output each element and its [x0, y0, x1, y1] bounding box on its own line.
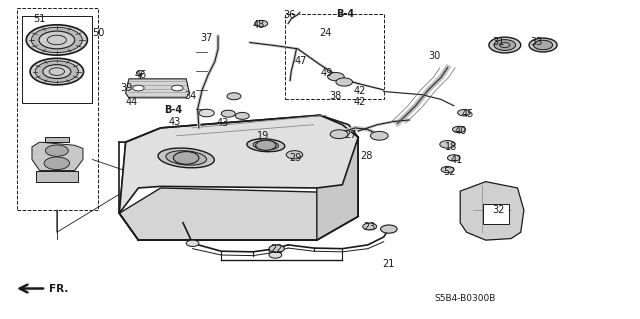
Ellipse shape: [253, 141, 278, 150]
Text: 49: 49: [320, 68, 333, 78]
Text: 31: 31: [492, 38, 504, 48]
Text: 50: 50: [92, 28, 104, 38]
Polygon shape: [119, 142, 125, 213]
Text: B-4: B-4: [164, 106, 182, 115]
Circle shape: [330, 130, 348, 139]
Circle shape: [173, 152, 199, 164]
Text: 21: 21: [382, 259, 394, 269]
Text: 43: 43: [168, 117, 181, 127]
Polygon shape: [119, 115, 358, 213]
Circle shape: [383, 226, 395, 232]
Circle shape: [26, 25, 88, 55]
Text: 51: 51: [33, 14, 46, 24]
Polygon shape: [36, 171, 78, 182]
Polygon shape: [119, 188, 358, 240]
Circle shape: [43, 65, 71, 78]
Text: 23: 23: [363, 222, 375, 233]
Text: 47: 47: [294, 56, 307, 66]
Circle shape: [447, 155, 460, 161]
Circle shape: [236, 112, 249, 119]
Circle shape: [440, 141, 455, 148]
Text: FR.: FR.: [49, 284, 68, 293]
Text: 27: 27: [344, 130, 357, 140]
Text: 44: 44: [125, 97, 138, 107]
Text: 38: 38: [329, 91, 341, 101]
Circle shape: [227, 93, 241, 100]
Polygon shape: [317, 125, 358, 240]
Text: 29: 29: [289, 153, 302, 163]
Ellipse shape: [158, 148, 214, 168]
Text: 22: 22: [270, 244, 282, 254]
Text: 42: 42: [354, 85, 366, 96]
Text: 33: 33: [531, 38, 543, 48]
Circle shape: [255, 140, 276, 150]
Circle shape: [336, 78, 353, 86]
Ellipse shape: [247, 139, 285, 152]
Text: 42: 42: [354, 97, 366, 107]
Circle shape: [199, 109, 214, 117]
Circle shape: [452, 126, 465, 133]
Circle shape: [371, 131, 388, 140]
Bar: [17, 8, 99, 210]
Circle shape: [269, 245, 284, 252]
Circle shape: [489, 37, 521, 53]
Circle shape: [35, 61, 79, 82]
Circle shape: [494, 40, 516, 50]
Text: 52: 52: [443, 167, 456, 176]
Text: B-4: B-4: [337, 9, 355, 19]
Text: 32: 32: [492, 205, 504, 215]
Text: 37: 37: [200, 33, 212, 43]
Circle shape: [30, 58, 84, 85]
Circle shape: [381, 225, 397, 233]
Circle shape: [31, 27, 83, 53]
Circle shape: [44, 157, 70, 170]
Text: 34: 34: [184, 91, 196, 101]
Text: 30: 30: [429, 51, 441, 61]
Circle shape: [255, 20, 268, 27]
Circle shape: [534, 40, 552, 50]
Circle shape: [458, 109, 470, 116]
Text: 41: 41: [451, 155, 463, 166]
Polygon shape: [460, 182, 524, 240]
Text: 18: 18: [445, 142, 458, 152]
Bar: [22, 16, 92, 103]
Polygon shape: [32, 142, 83, 171]
Polygon shape: [45, 137, 69, 142]
Text: 39: 39: [120, 83, 132, 93]
Circle shape: [132, 85, 144, 91]
Circle shape: [269, 252, 282, 258]
Circle shape: [529, 38, 557, 52]
Text: 48: 48: [252, 20, 264, 30]
Text: 36: 36: [284, 10, 296, 20]
Circle shape: [45, 145, 68, 156]
Circle shape: [39, 31, 75, 49]
Text: 19: 19: [257, 131, 269, 141]
Text: 43: 43: [217, 118, 229, 128]
Text: 28: 28: [360, 151, 372, 161]
Circle shape: [186, 240, 199, 247]
Circle shape: [221, 110, 236, 117]
Circle shape: [172, 85, 183, 91]
Bar: [483, 204, 509, 224]
Text: 24: 24: [319, 28, 332, 38]
Text: 46: 46: [134, 70, 147, 80]
Circle shape: [328, 72, 344, 81]
Circle shape: [441, 167, 454, 173]
Polygon shape: [125, 79, 189, 98]
Circle shape: [286, 151, 303, 159]
Ellipse shape: [166, 151, 207, 165]
Text: S5B4-B0300B: S5B4-B0300B: [435, 294, 496, 303]
Circle shape: [269, 248, 282, 254]
Bar: [285, 14, 384, 100]
Circle shape: [363, 223, 377, 230]
Text: 40: 40: [454, 126, 467, 136]
Text: 45: 45: [461, 109, 474, 119]
